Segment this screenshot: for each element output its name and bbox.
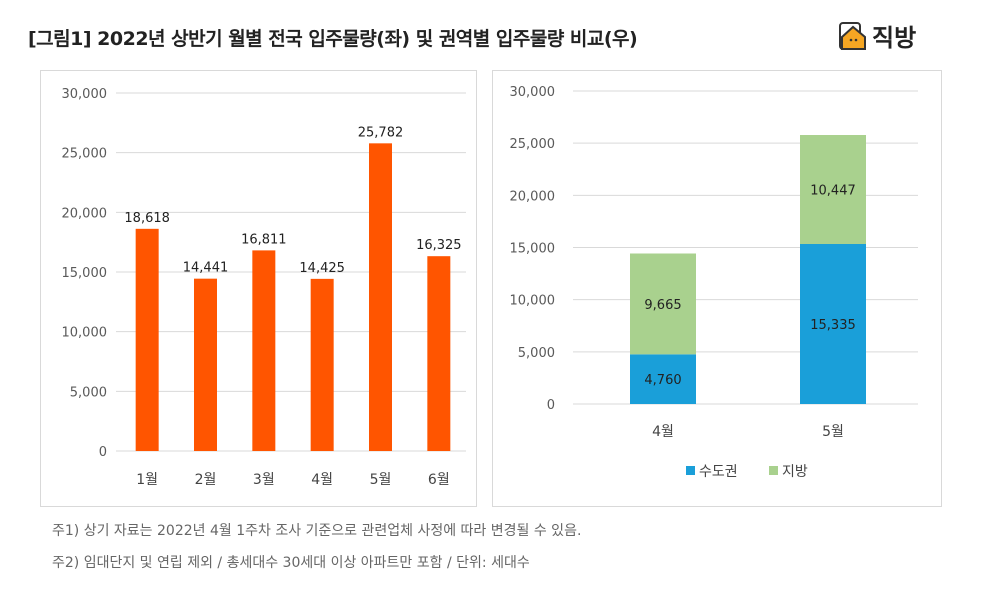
- bar: [310, 278, 334, 451]
- data-label: 16,811: [241, 232, 287, 247]
- logo: 직방: [838, 18, 916, 53]
- data-label: 4,760: [644, 373, 681, 388]
- legend-swatch: [769, 466, 778, 475]
- data-label: 9,665: [644, 298, 681, 313]
- bar: [369, 143, 392, 451]
- regional-chart-panel: 0 5,000 10,000 15,000 20,000 25,000 30,000 4,76…: [492, 70, 942, 507]
- bar: [252, 250, 276, 451]
- y-tick-label: 20,000: [62, 206, 108, 221]
- bar: [427, 256, 451, 451]
- house-icon: [839, 21, 866, 50]
- bar: [135, 228, 159, 451]
- x-tick-label: 4월: [311, 472, 333, 488]
- data-label: 15,335: [810, 318, 856, 333]
- data-label: 25,782: [358, 125, 404, 140]
- y-tick-label: 10,000: [62, 326, 108, 341]
- x-tick-label: 2월: [195, 472, 217, 488]
- y-tick-label: 0: [99, 445, 107, 460]
- bar-segment: [630, 253, 696, 355]
- monthly-bar-chart: 0 5,000 10,000 15,000 20,000 25,000 30,000 18,6…: [62, 87, 466, 488]
- y-tick-label: 5,000: [518, 346, 555, 361]
- data-label: 14,441: [183, 261, 229, 276]
- bar: [194, 278, 217, 451]
- y-tick-label: 30,000: [62, 87, 108, 102]
- y-tick-label: 25,000: [510, 137, 556, 152]
- legend-swatch: [686, 466, 695, 475]
- data-label: 16,325: [416, 238, 462, 253]
- data-label: 18,618: [124, 211, 170, 226]
- y-tick-label: 30,000: [510, 85, 556, 100]
- x-tick-label: 1월: [136, 472, 158, 488]
- x-tick-label: 5월: [822, 424, 844, 440]
- note-1: 주1) 상기 자료는 2022년 4월 1주차 조사 기준으로 관련업체 사정에…: [52, 523, 582, 539]
- logo-text: 직방: [872, 24, 917, 52]
- page-title: [그림1] 2022년 상반기 월별 전국 입주물량(좌) 및 권역별 입주물량…: [28, 28, 638, 50]
- y-tick-label: 25,000: [62, 147, 108, 162]
- bar-segment: [630, 354, 696, 404]
- y-tick-label: 15,000: [510, 242, 556, 257]
- y-tick-label: 15,000: [62, 266, 108, 281]
- x-tick-label: 6월: [428, 472, 450, 488]
- legend-label: 수도권: [699, 464, 738, 480]
- regional-stacked-chart: 0 5,000 10,000 15,000 20,000 25,000 30,000 4,76…: [510, 85, 918, 480]
- y-tick-label: 5,000: [70, 385, 107, 400]
- x-tick-label: 3월: [253, 472, 275, 488]
- bar-segment: [800, 244, 866, 404]
- y-tick-label: 10,000: [510, 294, 556, 309]
- note-2: 주2) 임대단지 및 연립 제외 / 총세대수 30세대 이상 아파트만 포함 …: [52, 555, 530, 571]
- data-label: 10,447: [810, 184, 856, 199]
- monthly-chart-panel: 0 5,000 10,000 15,000 20,000 25,000 30,000 18,6…: [40, 70, 477, 507]
- data-label: 14,425: [299, 261, 345, 276]
- y-tick-label: 20,000: [510, 189, 556, 204]
- x-tick-label: 5월: [370, 472, 392, 488]
- y-tick-label: 0: [547, 398, 555, 413]
- legend-label: 지방: [782, 464, 808, 480]
- bar-segment: [800, 135, 866, 245]
- x-tick-label: 4월: [652, 424, 674, 440]
